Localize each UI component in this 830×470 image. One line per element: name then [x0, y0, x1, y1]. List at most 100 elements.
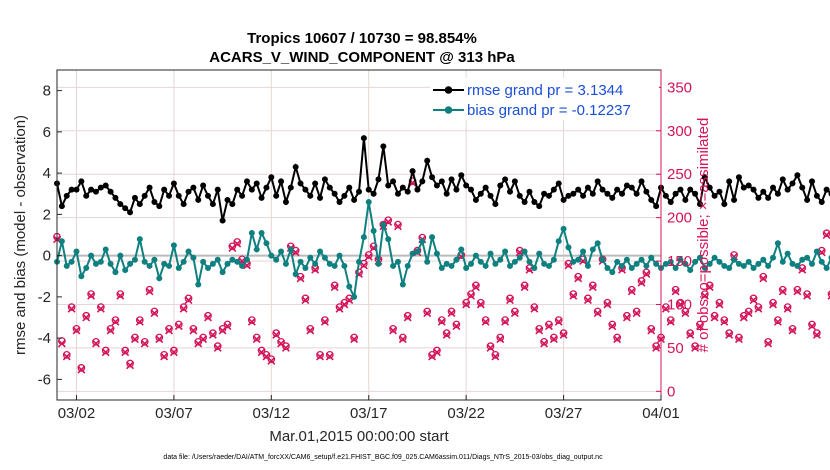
rmse-point — [726, 178, 733, 185]
bias-point — [726, 265, 733, 271]
rmse-point — [570, 190, 577, 197]
obs-possible-marker — [384, 216, 393, 225]
rmse-point — [83, 192, 90, 199]
rmse-point — [151, 199, 158, 205]
rmse-point — [482, 184, 489, 191]
rmse-point — [779, 176, 786, 183]
obs-possible-marker — [92, 337, 100, 346]
obs-possible-marker — [87, 290, 95, 298]
rmse-point — [419, 178, 426, 185]
rmse-point — [550, 186, 557, 193]
rmse-point — [273, 192, 280, 199]
rmse-point — [443, 190, 450, 197]
rmse-series — [54, 135, 830, 224]
rmse-point — [321, 176, 328, 183]
rmse-point — [317, 194, 324, 201]
bias-point — [735, 260, 742, 267]
rmse-point — [448, 176, 455, 183]
obs-possible-marker — [613, 333, 622, 342]
bias-point — [243, 256, 250, 263]
obs-assimilated-marker — [184, 296, 193, 305]
obs-assimilated-marker — [798, 265, 807, 274]
obs-assimilated-marker — [637, 278, 646, 287]
bias-point — [731, 256, 738, 263]
bias-point — [701, 265, 708, 271]
obs-possible-marker — [316, 350, 324, 359]
obs-possible-marker — [247, 316, 256, 324]
rmse-point — [692, 190, 699, 197]
obs-assimilated-marker — [301, 296, 310, 305]
obs-possible-marker — [554, 316, 563, 324]
obs-assimilated-marker — [135, 317, 144, 326]
obs-possible-marker — [82, 311, 91, 320]
obs-possible-marker — [593, 307, 602, 316]
obs-possible-marker — [710, 311, 719, 320]
bias-point — [424, 258, 431, 265]
bias-point — [648, 254, 655, 261]
obs-assimilated-marker — [535, 326, 544, 335]
obs-assimilated-marker — [116, 291, 125, 300]
obs-possible-marker — [272, 329, 281, 337]
rmse-point — [765, 194, 772, 201]
bias-point — [575, 256, 582, 263]
obs-assimilated-marker — [320, 317, 329, 326]
rmse-point — [107, 188, 114, 195]
bias-point — [755, 260, 762, 267]
bias-point — [258, 229, 265, 236]
obs-assimilated-marker — [233, 239, 242, 248]
obs-assimilated-marker — [559, 330, 568, 339]
bias-point — [799, 256, 806, 263]
bias-point — [312, 260, 319, 267]
bias-point — [278, 248, 285, 255]
bias-point — [560, 225, 567, 232]
obs-possible-marker — [808, 320, 816, 329]
bias-point — [239, 262, 246, 269]
obs-assimilated-marker — [296, 274, 305, 283]
bias-point — [643, 262, 650, 269]
obs-assimilated-marker — [316, 352, 324, 361]
bias-point — [253, 246, 260, 253]
obs-assimilated-marker — [647, 326, 656, 335]
obs-assimilated-marker — [491, 352, 500, 361]
obs-assimilated-marker — [96, 304, 105, 313]
rmse-point — [711, 192, 718, 199]
chart-title-line-2: ACARS_V_WIND_COMPONENT @ 313 hPa — [209, 49, 515, 66]
bias-point — [570, 258, 577, 265]
rmse-point — [516, 192, 523, 199]
right-axis-label: # of obs: o=possible; ×=assimilated — [695, 118, 712, 353]
obs-assimilated-marker — [145, 287, 154, 296]
obs-possible-marker — [632, 307, 641, 316]
bias-point — [375, 260, 382, 267]
obs-possible-marker — [662, 303, 670, 311]
rmse-point — [404, 188, 411, 195]
obs-possible-marker — [116, 290, 125, 298]
bias-point — [667, 258, 674, 265]
obs-assimilated-marker — [642, 270, 651, 279]
rmse-point — [682, 196, 689, 203]
bias-point — [166, 262, 173, 269]
obs-possible-marker — [803, 290, 811, 298]
obs-assimilated-marker — [700, 291, 709, 300]
rmse-point — [331, 190, 338, 197]
rmse-point — [794, 172, 801, 179]
rmse-point — [385, 182, 392, 189]
bias-point — [292, 271, 299, 278]
obs-assimilated-marker — [130, 335, 139, 344]
obs-possible-marker — [296, 272, 305, 281]
obs-assimilated-marker — [447, 309, 456, 318]
rmse-point — [433, 182, 440, 189]
obs-possible-marker — [813, 329, 821, 337]
bias-point — [73, 248, 80, 255]
obs-assimilated-marker — [189, 326, 198, 335]
bias-point — [619, 262, 626, 269]
bias-point — [594, 240, 601, 247]
obs-possible-marker — [715, 298, 724, 307]
rmse-point — [760, 188, 767, 195]
obs-assimilated-marker — [77, 365, 86, 374]
obs-assimilated-marker — [467, 291, 475, 300]
bias-point — [609, 269, 616, 276]
obs-possible-marker — [67, 303, 76, 311]
bias-point — [545, 262, 552, 269]
obs-assimilated-marker — [530, 304, 539, 313]
left-tick-label: 0 — [43, 248, 51, 265]
